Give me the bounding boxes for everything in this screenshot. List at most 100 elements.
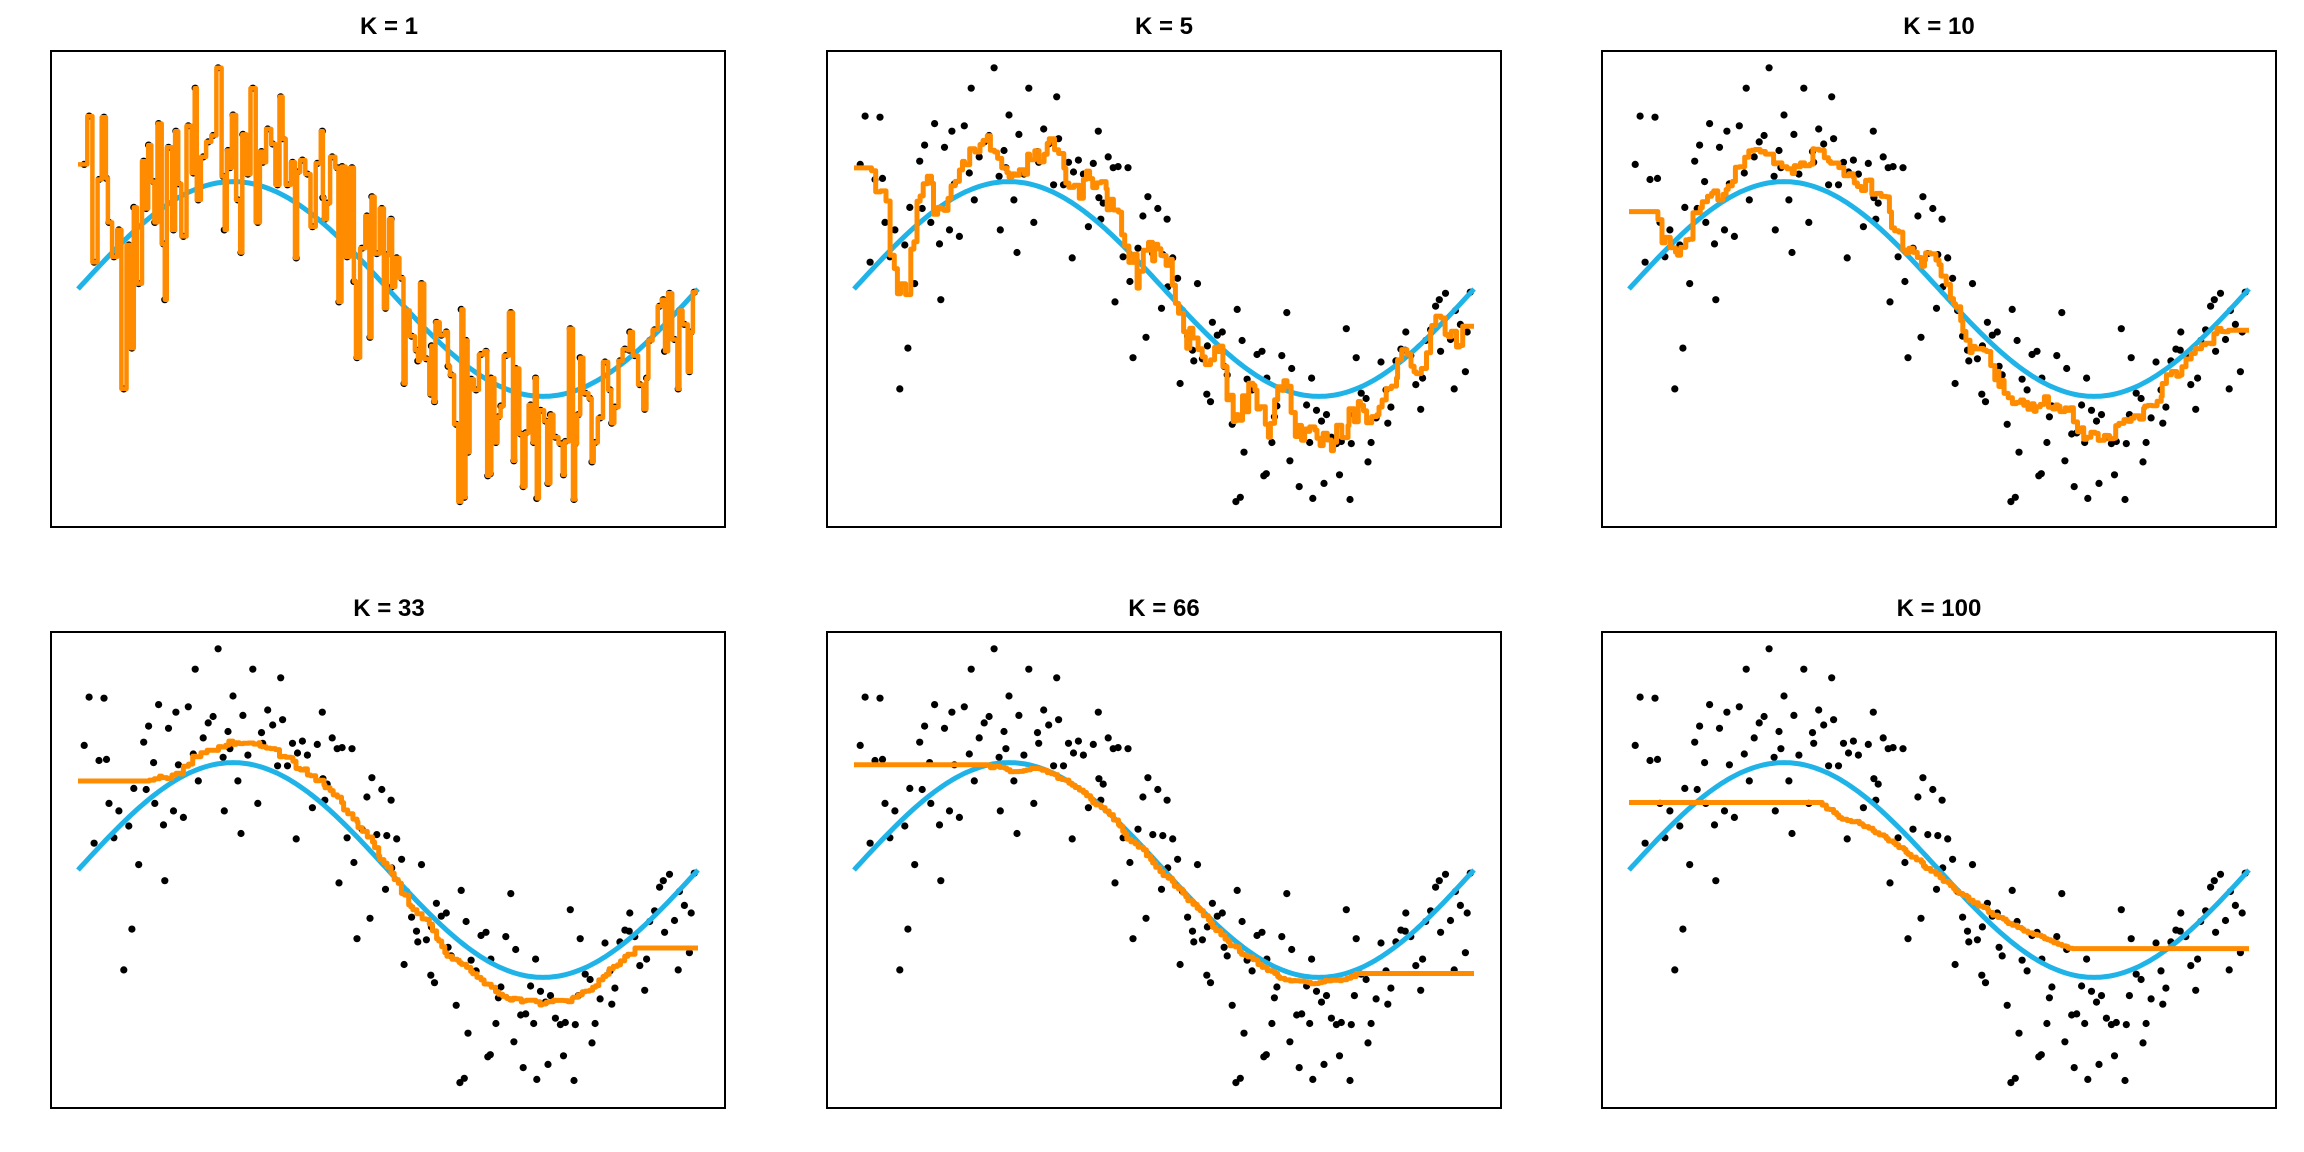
- data-point: [1268, 1019, 1276, 1028]
- data-point: [1053, 93, 1061, 101]
- data-point: [1352, 935, 1360, 943]
- data-point: [1461, 368, 1469, 376]
- data-point: [1795, 751, 1803, 759]
- data-point: [1715, 143, 1724, 151]
- data-point: [269, 721, 277, 729]
- data-point: [2132, 389, 2140, 397]
- data-point: [901, 241, 909, 249]
- data-point: [1055, 716, 1063, 724]
- data-point: [2194, 374, 2202, 382]
- data-point: [876, 694, 884, 702]
- data-point: [464, 1029, 472, 1037]
- data-point: [1735, 703, 1743, 711]
- data-point: [1995, 943, 2003, 951]
- data-point: [2097, 411, 2106, 419]
- data-point: [264, 706, 272, 714]
- data-point: [1666, 807, 1674, 815]
- data-point: [586, 975, 594, 984]
- data-point: [1417, 405, 1425, 413]
- data-point: [1142, 914, 1150, 922]
- data-point: [1790, 130, 1798, 138]
- data-point: [1666, 226, 1674, 234]
- data-point: [1139, 793, 1147, 801]
- data-point: [1228, 1001, 1236, 1009]
- knn-fit-line: [76, 738, 700, 1008]
- data-point: [1715, 724, 1724, 732]
- data-point: [1094, 708, 1102, 716]
- data-point: [1631, 741, 1639, 750]
- data-point: [2236, 368, 2244, 376]
- data-point: [2221, 916, 2230, 925]
- data-point: [204, 719, 212, 727]
- data-point: [1025, 84, 1033, 92]
- data-point: [1686, 861, 1694, 869]
- data-point: [2023, 386, 2031, 394]
- data-point: [1917, 914, 1925, 922]
- data-point: [1435, 877, 1443, 885]
- data-point: [1894, 834, 1902, 842]
- data-point: [1825, 181, 1833, 189]
- data-point: [1780, 692, 1788, 700]
- panel-title: K = 100: [1897, 595, 1982, 622]
- data-point: [2177, 328, 2185, 336]
- data-point: [1232, 1079, 1240, 1087]
- data-point: [128, 925, 136, 933]
- data-point: [2023, 967, 2031, 975]
- data-point: [199, 734, 207, 742]
- data-point: [881, 218, 889, 226]
- data-point: [2122, 440, 2130, 448]
- data-point: [1346, 1076, 1354, 1085]
- data-point: [1377, 358, 1385, 366]
- data-point: [1691, 738, 1699, 746]
- data-point: [1278, 352, 1286, 360]
- data-point: [234, 777, 242, 785]
- data-point: [373, 831, 381, 839]
- data-point: [2147, 995, 2155, 1003]
- data-point: [1372, 995, 1380, 1003]
- plot-frame: [826, 631, 1502, 1109]
- data-point: [931, 701, 939, 709]
- data-point: [1745, 777, 1753, 785]
- data-point: [911, 861, 919, 869]
- plot-frame: [826, 50, 1502, 528]
- data-point: [2162, 984, 2170, 992]
- data-point: [866, 258, 874, 266]
- data-point: [184, 703, 192, 711]
- data-point: [172, 708, 180, 716]
- data-point: [1849, 156, 1857, 164]
- data-point: [313, 740, 321, 749]
- data-point: [1879, 734, 1887, 742]
- plot-area: [1627, 645, 2251, 1087]
- data-point: [1760, 131, 1768, 140]
- data-point: [161, 877, 169, 885]
- data-point: [2194, 955, 2202, 963]
- data-point: [1919, 193, 1927, 201]
- data-point: [1412, 962, 1420, 970]
- data-point: [417, 861, 426, 869]
- data-point: [1059, 762, 1068, 770]
- data-point: [1973, 936, 1981, 944]
- data-point: [224, 727, 232, 736]
- data-point: [2117, 906, 2125, 914]
- data-point: [519, 1064, 527, 1072]
- data-point: [940, 724, 949, 732]
- data-point: [1869, 127, 1877, 135]
- plot-frame: [50, 50, 726, 528]
- data-point: [1730, 232, 1738, 240]
- data-point: [249, 665, 257, 673]
- data-point: [277, 674, 285, 682]
- data-point: [387, 796, 395, 804]
- data-point: [2187, 962, 2195, 970]
- data-point: [2225, 385, 2233, 393]
- data-point: [1904, 354, 1912, 362]
- data-point: [2070, 483, 2078, 491]
- data-point: [581, 970, 589, 978]
- data-point: [1099, 780, 1107, 788]
- data-point: [318, 708, 326, 716]
- data-point: [1124, 164, 1132, 172]
- data-point: [891, 226, 899, 234]
- data-point: [378, 785, 386, 794]
- true-function-line: [1627, 760, 2251, 980]
- data-point: [2121, 1076, 2129, 1085]
